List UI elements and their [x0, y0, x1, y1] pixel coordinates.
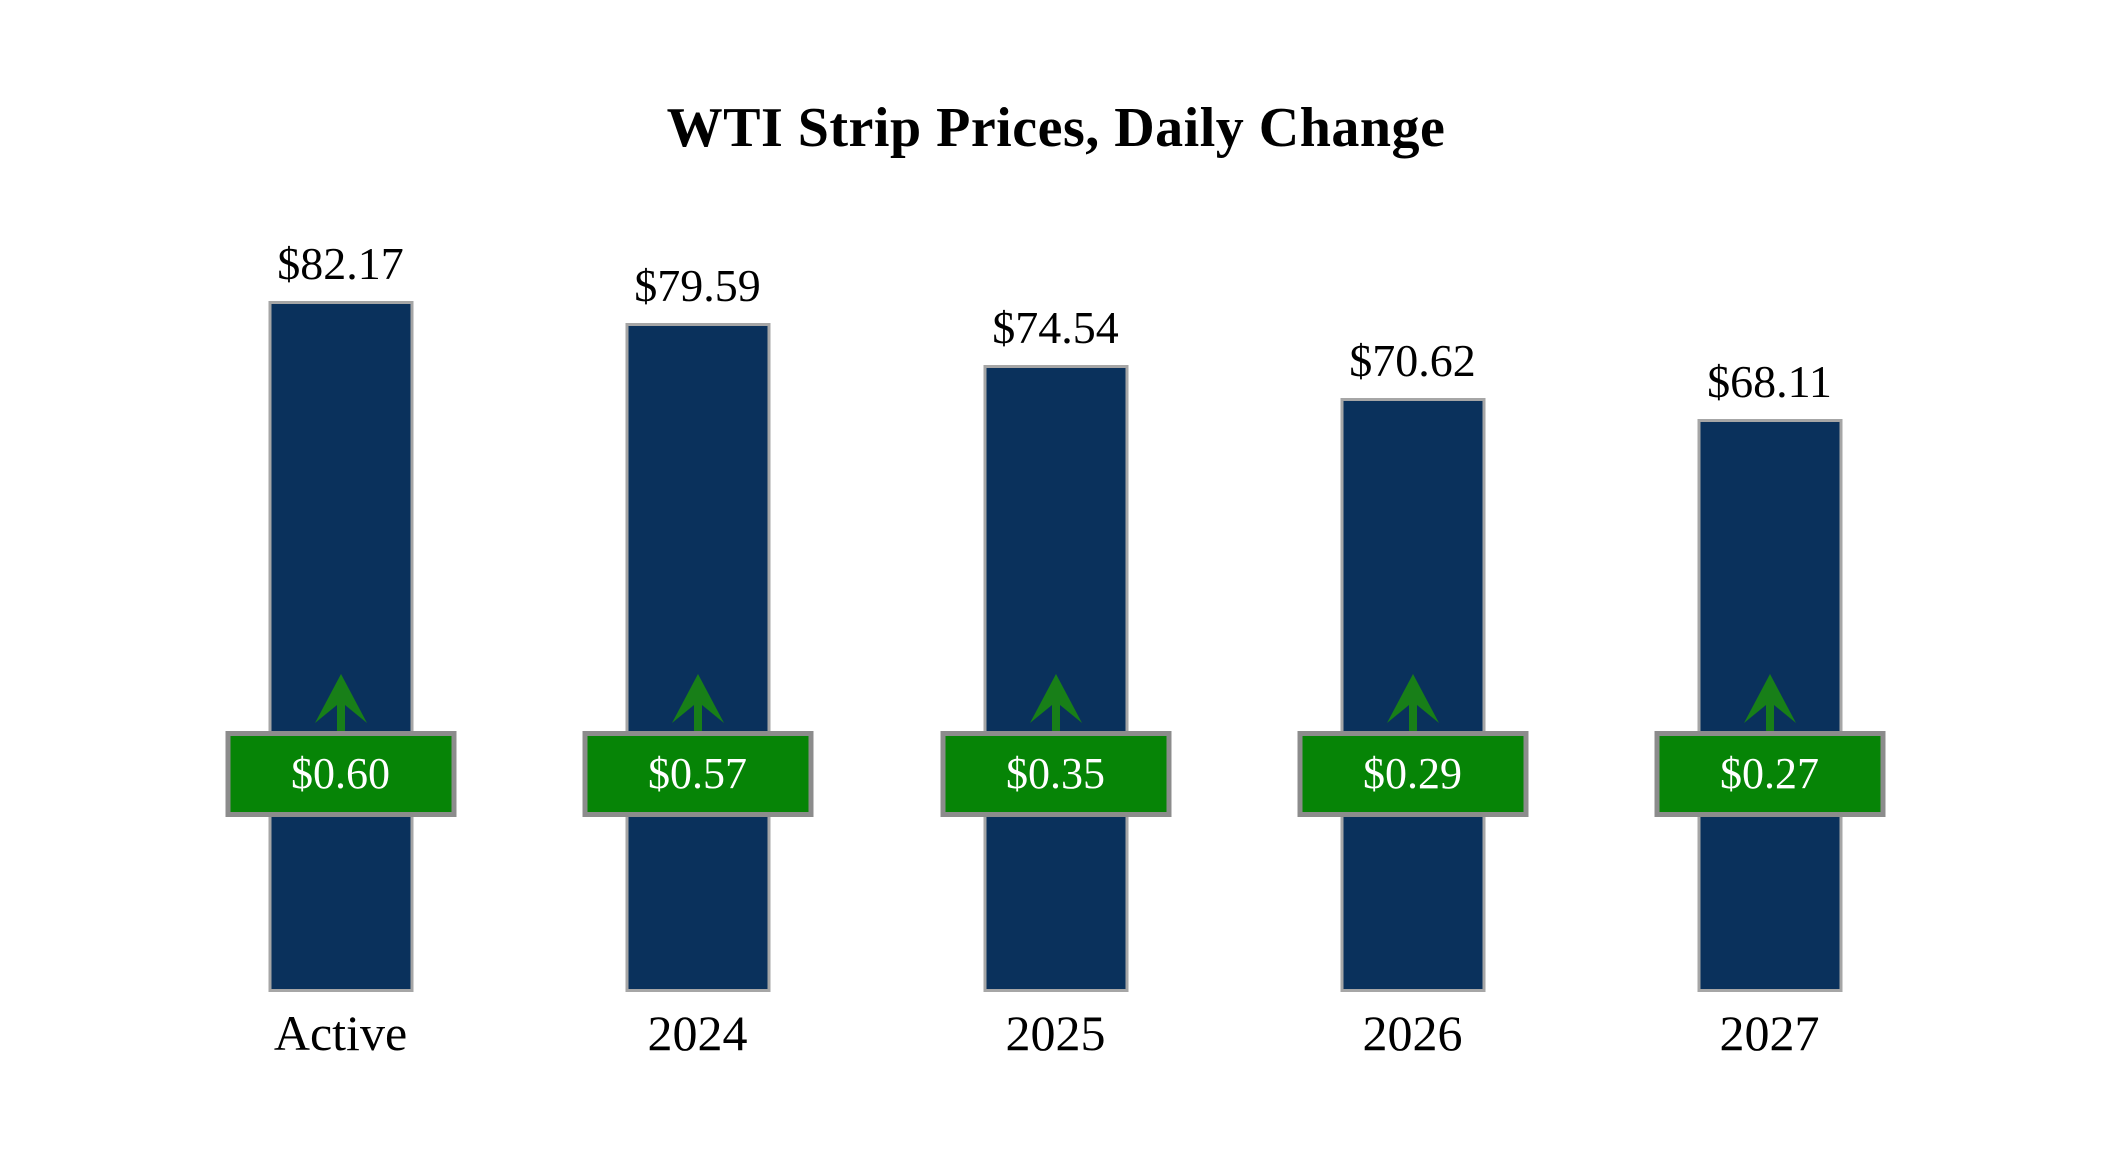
- bar-group-active: $82.17 $0.60 Active: [162, 0, 519, 1152]
- price-label: $70.62: [1349, 335, 1476, 386]
- category-label: Active: [273, 1005, 408, 1061]
- price-label: $79.59: [634, 260, 761, 311]
- up-arrow-icon: [1743, 674, 1796, 731]
- bar-group-2027: $68.11 $0.27 2027: [1591, 0, 1948, 1152]
- price-bar: [625, 323, 770, 992]
- category-label: 2024: [647, 1005, 748, 1061]
- price-label: $82.17: [277, 238, 404, 289]
- category-label: 2025: [1005, 1005, 1106, 1061]
- category-label: 2027: [1719, 1005, 1820, 1061]
- change-label: $0.60: [291, 749, 390, 798]
- change-label: $0.27: [1720, 749, 1819, 798]
- up-arrow-icon: [1029, 674, 1082, 731]
- price-label: $68.11: [1707, 356, 1832, 407]
- change-label: $0.35: [1006, 749, 1105, 798]
- bar-group-2025: $74.54 $0.35 2025: [877, 0, 1234, 1152]
- up-arrow-icon: [671, 674, 724, 731]
- bar-group-2026: $70.62 $0.29 2026: [1234, 0, 1591, 1152]
- change-label: $0.29: [1363, 749, 1462, 798]
- change-label: $0.57: [648, 749, 747, 798]
- change-badge: $0.57: [582, 731, 813, 817]
- up-arrow-icon: [314, 674, 367, 731]
- category-label: 2026: [1362, 1005, 1463, 1061]
- change-badge: $0.60: [225, 731, 456, 817]
- change-badge: $0.35: [940, 731, 1171, 817]
- price-label: $74.54: [992, 302, 1119, 353]
- change-badge: $0.29: [1297, 731, 1528, 817]
- bar-group-2024: $79.59 $0.57 2024: [519, 0, 876, 1152]
- chart-title: WTI Strip Prices, Daily Change: [666, 97, 1446, 159]
- price-bar: [268, 301, 413, 992]
- change-badge: $0.27: [1654, 731, 1885, 817]
- up-arrow-icon: [1386, 674, 1439, 731]
